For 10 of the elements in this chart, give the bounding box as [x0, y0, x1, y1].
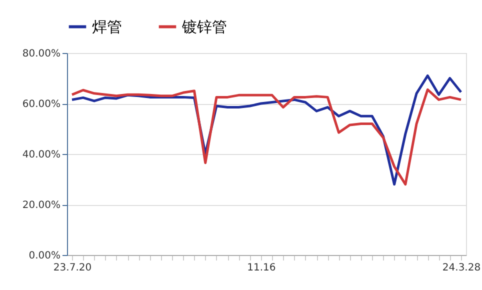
x-tick-label: 11.16 — [247, 262, 276, 274]
y-tick-label: 0.00% — [28, 250, 60, 262]
x-tick-label: 24.3.28 — [442, 262, 481, 274]
y-tick-label: 40.00% — [22, 150, 60, 160]
y-tick-label: 80.00% — [22, 48, 60, 60]
y-tick-label: 20.00% — [22, 200, 60, 211]
legend-label: 镀锌管 — [181, 18, 227, 36]
y-tick-label: 60.00% — [22, 99, 60, 110]
legend-label: 焊管 — [92, 18, 122, 36]
x-tick-label: 23.7.20 — [53, 262, 92, 274]
